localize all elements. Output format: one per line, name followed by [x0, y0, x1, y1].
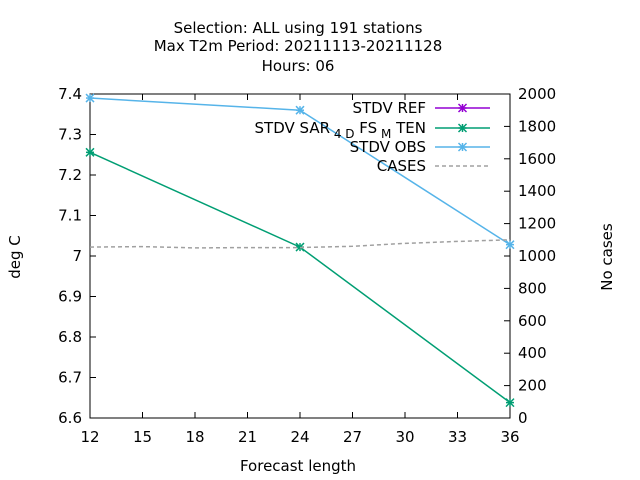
series-stdv-sar-4d-fs-m-ten [85, 147, 515, 408]
series-cases [89, 239, 511, 249]
legend-label: CASES [377, 157, 426, 175]
data-point [505, 398, 515, 408]
y-tick-label: 7.1 [58, 207, 82, 225]
y2-tick-label: 1000 [518, 247, 556, 265]
y2-tick-label: 1400 [518, 182, 556, 200]
series-line-stdv-sar-4d-fs-m-ten [89, 151, 511, 404]
y-tick-label: 6.7 [58, 369, 82, 387]
title-line-3: Hours: 06 [262, 57, 335, 75]
y-tick-label: 7.2 [58, 166, 82, 184]
y2-tick-label: 1200 [518, 215, 556, 233]
y-axis: 6.6 6.7 6.8 6.9 7 7.1 7.2 7.3 7.4 [58, 85, 96, 427]
x-tick-label: 33 [448, 428, 467, 446]
y2-tick-label: 600 [518, 312, 547, 330]
y2-tick-label: 1600 [518, 150, 556, 168]
x-tick-label: 36 [500, 428, 519, 446]
y2-tick-label: 1800 [518, 117, 556, 135]
y2-tick-label: 800 [518, 279, 547, 297]
x-tick-label: 24 [290, 428, 309, 446]
x-axis: 12 15 18 21 24 27 30 33 36 [80, 94, 520, 446]
legend-entry: CASES [377, 157, 490, 175]
y2-axis: 0 200 400 600 800 1000 1200 1400 1600 1800 2000 [504, 85, 556, 427]
legend-label: STDV REF [352, 99, 426, 117]
data-point [85, 147, 95, 157]
data-point [85, 93, 95, 103]
legend-entry: STDV SAR 4 D FS M TEN [255, 119, 490, 141]
data-point [295, 105, 305, 115]
y-axis-label: deg C [6, 235, 24, 279]
series-line-cases [89, 239, 511, 249]
x-tick-label: 12 [80, 428, 99, 446]
title-line-2: Max T2m Period: 20211113-20211128 [154, 37, 443, 55]
series-stdv-obs [85, 93, 515, 250]
y2-tick-label: 2000 [518, 85, 556, 103]
y-tick-label: 7.3 [58, 126, 82, 144]
y-tick-label: 6.6 [58, 409, 82, 427]
y2-axis-label: No cases [598, 223, 616, 291]
plot-frame [89, 93, 511, 419]
x-tick-label: 27 [343, 428, 362, 446]
series-layer [85, 93, 515, 408]
y2-tick-label: 200 [518, 377, 547, 395]
legend-label: STDV SAR 4 D FS M TEN [255, 119, 426, 141]
x-tick-label: 15 [133, 428, 152, 446]
legend-marker [457, 142, 468, 152]
data-point [505, 240, 515, 250]
legend-label: STDV OBS [350, 138, 426, 156]
chart-title: Selection: ALL using 191 stations Max T2… [154, 19, 443, 75]
legend-entry: STDV REF [352, 99, 490, 117]
y-tick-label: 6.9 [58, 288, 82, 306]
y-tick-label: 7.4 [58, 85, 82, 103]
y2-tick-label: 400 [518, 344, 547, 362]
title-line-1: Selection: ALL using 191 stations [174, 19, 423, 37]
legend-entry: STDV OBS [350, 138, 490, 156]
x-tick-label: 30 [395, 428, 414, 446]
legend-marker [457, 103, 468, 113]
y2-tick-label: 0 [518, 409, 528, 427]
y-tick-label: 6.8 [58, 328, 82, 346]
x-tick-label: 21 [238, 428, 257, 446]
x-tick-label: 18 [185, 428, 204, 446]
y-tick-label: 7 [72, 247, 82, 265]
x-axis-label: Forecast length [240, 457, 356, 475]
legend-marker [457, 123, 468, 133]
